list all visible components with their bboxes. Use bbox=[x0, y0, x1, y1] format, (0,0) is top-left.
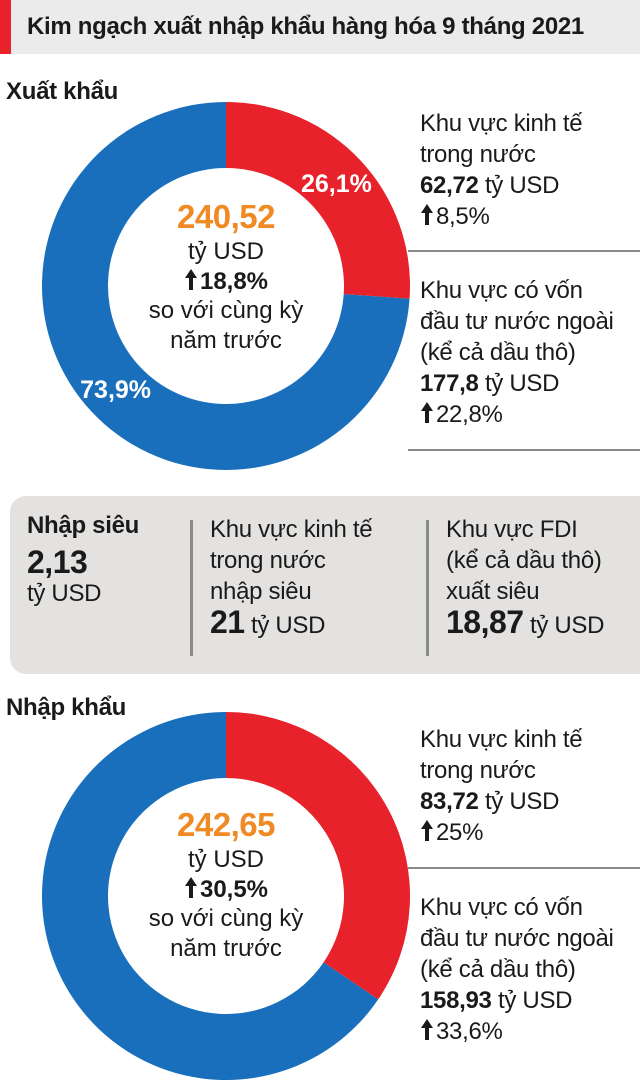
deficit-domestic-value-row: 21 tỷ USD bbox=[210, 604, 372, 641]
import-domestic-info: Khu vực kinh tế trong nước 83,72 tỷ USD … bbox=[420, 724, 640, 848]
import-change: 30,5% bbox=[40, 876, 412, 904]
title-accent bbox=[0, 0, 11, 54]
import-center: 242,65 tỷ USD 30,5% so với cùng kỳ năm t… bbox=[40, 806, 412, 964]
export-slice-fdi bbox=[42, 102, 410, 470]
deficit-fdi-col: Khu vực FDI (kể cả dầu thô) xuất siêu 18… bbox=[446, 514, 604, 641]
export-note-1: so với cùng kỳ bbox=[148, 297, 304, 324]
deficit-fdi-line3: xuất siêu bbox=[446, 578, 540, 605]
import-note-1: so với cùng kỳ bbox=[148, 905, 304, 932]
import-separator-1 bbox=[408, 867, 640, 869]
deficit-domestic-line3: nhập siêu bbox=[210, 578, 312, 605]
import-change-value: 30,5% bbox=[199, 876, 269, 903]
import-fdi-line3: (kể cả dầu thô) bbox=[420, 956, 576, 983]
export-domestic-unit: tỷ USD bbox=[484, 172, 560, 199]
deficit-fdi-value: 18,87 bbox=[446, 604, 524, 640]
export-fdi-line1: Khu vực có vốn bbox=[420, 277, 583, 304]
title-bar: Kim ngạch xuất nhập khẩu hàng hóa 9 thán… bbox=[0, 0, 640, 54]
deficit-divider-1 bbox=[190, 520, 193, 656]
export-fdi-value-row: 177,8 tỷ USD bbox=[420, 368, 640, 399]
export-slice-domestic bbox=[226, 102, 410, 299]
export-donut-chart: 26,1% 73,9% 240,52 tỷ USD 18,8% so với cù… bbox=[40, 100, 412, 472]
export-domestic-info: Khu vực kinh tế trong nước 62,72 tỷ USD … bbox=[420, 108, 640, 232]
export-fdi-change-row: 22,8% bbox=[420, 399, 640, 430]
export-change: 18,8% bbox=[40, 268, 412, 296]
deficit-fdi-unit: tỷ USD bbox=[529, 612, 605, 639]
export-separator-1 bbox=[408, 250, 640, 252]
import-fdi-line1: Khu vực có vốn bbox=[420, 894, 583, 921]
export-fdi-value: 177,8 bbox=[420, 370, 479, 397]
arrow-up-icon bbox=[420, 1019, 434, 1041]
import-fdi-change-row: 33,6% bbox=[420, 1016, 640, 1047]
import-domestic-value-row: 83,72 tỷ USD bbox=[420, 786, 640, 817]
export-domestic-line2: trong nước bbox=[420, 141, 536, 168]
export-domestic-change: 8,5% bbox=[436, 203, 490, 230]
import-domestic-value: 83,72 bbox=[420, 788, 479, 815]
import-total: 242,65 bbox=[177, 806, 275, 843]
import-domestic-line2: trong nước bbox=[420, 757, 536, 784]
deficit-value: 2,13 bbox=[27, 544, 88, 580]
arrow-up-icon bbox=[420, 204, 434, 226]
arrow-up-icon bbox=[420, 402, 434, 424]
deficit-domestic-line2: trong nước bbox=[210, 547, 326, 574]
export-total-unit: tỷ USD bbox=[187, 238, 264, 265]
import-domestic-line1: Khu vực kinh tế bbox=[420, 726, 583, 753]
import-donut-svg bbox=[41, 712, 410, 1080]
export-fdi-line3: (kể cả dầu thô) bbox=[420, 339, 576, 366]
trade-deficit-panel: Nhập siêu 2,13 tỷ USD Khu vực kinh tế tr… bbox=[10, 496, 640, 674]
import-domestic-unit: tỷ USD bbox=[484, 788, 560, 815]
import-slice-fdi bbox=[41, 712, 379, 1080]
deficit-fdi-line2: (kể cả dầu thô) bbox=[446, 547, 602, 574]
arrow-up-icon bbox=[420, 820, 434, 842]
export-total: 240,52 bbox=[177, 198, 275, 235]
export-fdi-unit: tỷ USD bbox=[484, 370, 560, 397]
deficit-domestic-unit: tỷ USD bbox=[250, 612, 326, 639]
deficit-domestic-col: Khu vực kinh tế trong nước nhập siêu 21 … bbox=[210, 514, 373, 641]
export-fdi-change: 22,8% bbox=[436, 401, 503, 428]
export-domestic-line1: Khu vực kinh tế bbox=[420, 110, 583, 137]
import-fdi-unit: tỷ USD bbox=[497, 987, 573, 1014]
deficit-fdi-line1: Khu vực FDI bbox=[446, 516, 578, 543]
export-section-label: Xuất khẩu bbox=[6, 78, 118, 105]
deficit-unit: tỷ USD bbox=[27, 580, 102, 607]
import-fdi-value-row: 158,93 tỷ USD bbox=[420, 985, 640, 1016]
import-domestic-change-row: 25% bbox=[420, 817, 640, 848]
export-domestic-value-row: 62,72 tỷ USD bbox=[420, 170, 640, 201]
export-separator-2 bbox=[408, 449, 640, 451]
export-domestic-change-row: 8,5% bbox=[420, 201, 640, 232]
import-domestic-change: 25% bbox=[436, 819, 484, 846]
import-fdi-info: Khu vực có vốn đầu tư nước ngoài (kể cả … bbox=[420, 892, 640, 1047]
export-domestic-value: 62,72 bbox=[420, 172, 479, 199]
deficit-label: Nhập siêu bbox=[27, 512, 139, 539]
export-slice-label-domestic: 26,1% bbox=[301, 170, 372, 198]
arrow-up-icon bbox=[184, 877, 198, 899]
export-note-2: năm trước bbox=[170, 327, 282, 354]
export-fdi-line2: đầu tư nước ngoài bbox=[420, 308, 614, 335]
arrow-up-icon bbox=[184, 269, 198, 291]
import-note-2: năm trước bbox=[170, 935, 282, 962]
deficit-domestic-value: 21 bbox=[210, 604, 245, 640]
deficit-fdi-value-row: 18,87 tỷ USD bbox=[446, 604, 605, 641]
import-fdi-value: 158,93 bbox=[420, 987, 492, 1014]
import-donut-chart: 242,65 tỷ USD 30,5% so với cùng kỳ năm t… bbox=[40, 710, 412, 1082]
import-fdi-change: 33,6% bbox=[436, 1018, 503, 1045]
deficit-total-col: Nhập siêu 2,13 tỷ USD bbox=[27, 510, 139, 609]
export-change-value: 18,8% bbox=[199, 268, 269, 295]
import-fdi-line2: đầu tư nước ngoài bbox=[420, 925, 614, 952]
import-section-label: Nhập khẩu bbox=[6, 694, 126, 721]
export-donut-svg: 26,1% 73,9% bbox=[42, 102, 410, 470]
import-slice-domestic bbox=[226, 712, 410, 1000]
chart-title: Kim ngạch xuất nhập khẩu hàng hóa 9 thán… bbox=[27, 13, 584, 40]
deficit-domestic-line1: Khu vực kinh tế bbox=[210, 516, 373, 543]
export-fdi-info: Khu vực có vốn đầu tư nước ngoài (kể cả … bbox=[420, 275, 640, 430]
deficit-divider-2 bbox=[426, 520, 429, 656]
import-total-unit: tỷ USD bbox=[187, 846, 264, 873]
export-center: 240,52 tỷ USD 18,8% so với cùng kỳ năm t… bbox=[40, 198, 412, 356]
export-slice-label-fdi: 73,9% bbox=[80, 376, 151, 404]
